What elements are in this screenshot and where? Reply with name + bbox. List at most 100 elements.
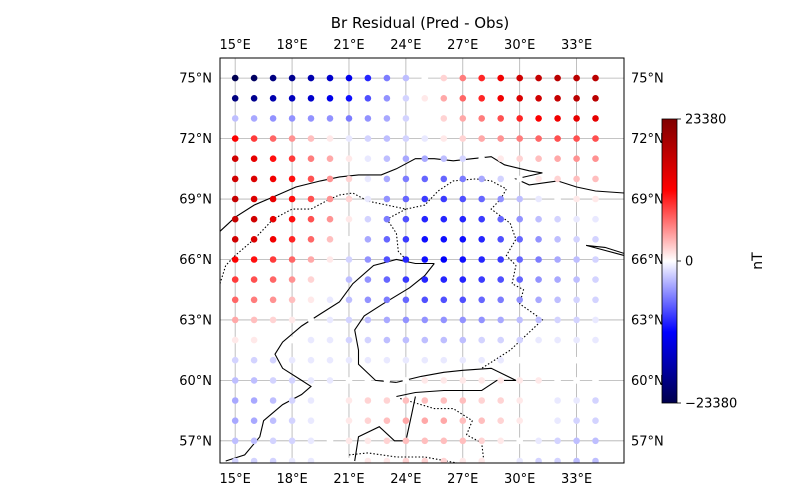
data-point-62n-29e [497, 336, 505, 344]
data-point-58n-20e [326, 417, 334, 425]
data-point-74n-15e [231, 95, 239, 102]
data-point-75n-17e [269, 74, 277, 82]
data-point-59n-17e [269, 397, 277, 404]
residual-points [231, 74, 599, 463]
data-point-73n-15e [231, 115, 239, 122]
data-point-68n-32e [554, 215, 561, 223]
data-point-59n-20e [326, 397, 334, 404]
coastline-estonia [354, 396, 416, 462]
data-point-70n-32e [554, 175, 561, 183]
data-point-71n-16e [250, 155, 258, 162]
data-point-72n-17e [269, 135, 277, 142]
x-tick-bottom-6: 33°E [561, 472, 592, 487]
data-point-74n-32e [554, 95, 561, 102]
data-point-66n-34e [592, 256, 599, 263]
data-point-63n-20e [326, 316, 334, 324]
data-point-72n-15e [231, 135, 239, 142]
data-point-67n-30e [516, 236, 523, 243]
data-point-58n-27e [459, 417, 467, 425]
data-point-73n-30e [516, 115, 523, 122]
data-point-66n-31e [535, 256, 542, 263]
data-point-57n-21e [345, 437, 353, 445]
data-point-60n-30e [516, 377, 523, 384]
data-point-71n-19e [307, 155, 315, 162]
y-tick-left-4: 69°N [179, 193, 212, 208]
data-point-61n-20e [326, 356, 334, 364]
data-point-60n-22e [364, 377, 372, 384]
data-point-59n-25e [421, 397, 429, 404]
colorbar-label: nT [750, 252, 766, 270]
data-point-73n-27e [459, 115, 467, 122]
data-point-67n-21e [345, 236, 353, 243]
data-point-59n-23e [383, 397, 391, 404]
data-point-62n-24e [402, 336, 410, 344]
data-point-59n-19e [307, 397, 315, 404]
data-point-65n-32e [554, 276, 561, 283]
data-point-60n-26e [440, 377, 448, 384]
data-point-61n-29e [497, 356, 505, 364]
data-point-59n-21e [345, 397, 353, 404]
data-point-72n-26e [440, 135, 448, 142]
data-point-56n-17e [269, 457, 277, 463]
y-tick-right-4: 69°N [631, 193, 664, 208]
data-point-70n-31e [535, 175, 542, 183]
data-point-71n-34e [592, 155, 599, 162]
data-point-62n-30e [516, 336, 523, 344]
data-point-75n-29e [497, 74, 505, 82]
data-point-61n-32e [554, 356, 561, 364]
data-point-71n-20e [326, 155, 334, 162]
x-tick-labels-top: 15°E 18°E 21°E 24°E 27°E 30°E 33°E [220, 38, 593, 53]
data-point-59n-27e [459, 397, 467, 404]
data-point-73n-32e [554, 115, 561, 122]
data-point-65n-27e [459, 276, 467, 283]
data-point-57n-26e [440, 437, 448, 445]
data-point-73n-17e [269, 115, 277, 122]
data-point-62n-21e [345, 336, 353, 344]
data-point-70n-26e [440, 175, 448, 183]
data-point-68n-15e [231, 215, 239, 223]
data-point-68n-22e [364, 215, 372, 223]
data-point-63n-30e [516, 316, 523, 324]
x-tick-top-4: 27°E [447, 38, 478, 53]
data-point-64n-25e [421, 296, 429, 304]
data-point-60n-15e [231, 377, 239, 384]
data-point-62n-28e [478, 336, 486, 344]
y-tick-labels-right: 57°N 60°N 63°N 66°N 69°N 72°N 75°N [631, 72, 664, 450]
data-point-72n-30e [516, 135, 523, 142]
data-point-62n-26e [440, 336, 448, 344]
data-point-74n-27e [459, 95, 467, 102]
data-point-60n-29e [497, 377, 505, 384]
y-tick-right-2: 63°N [631, 313, 664, 328]
data-point-63n-17e [269, 316, 277, 324]
data-point-63n-23e [383, 316, 391, 324]
data-point-75n-30e [516, 74, 523, 82]
data-point-63n-18e [288, 316, 296, 324]
data-point-63n-26e [440, 316, 448, 324]
data-point-62n-34e [592, 336, 599, 344]
data-point-58n-30e [516, 417, 523, 425]
data-point-57n-34e [592, 437, 599, 445]
data-point-61n-27e [459, 356, 467, 364]
x-tick-top-0: 15°E [220, 38, 251, 53]
data-point-72n-25e [421, 135, 429, 142]
data-point-57n-28e [478, 437, 486, 445]
data-point-69n-27e [459, 195, 467, 203]
data-point-70n-17e [269, 175, 277, 183]
data-point-58n-21e [345, 417, 353, 425]
data-point-69n-21e [345, 195, 353, 203]
data-point-67n-29e [497, 236, 505, 243]
data-point-70n-22e [364, 175, 372, 183]
data-point-66n-29e [497, 256, 505, 263]
data-point-74n-29e [497, 95, 505, 102]
data-point-56n-22e [364, 457, 372, 463]
data-point-67n-28e [478, 236, 486, 243]
data-point-67n-27e [459, 236, 467, 243]
data-point-65n-31e [535, 276, 542, 283]
border-sweden-finland [386, 208, 411, 264]
data-point-56n-30e [516, 457, 523, 463]
data-point-71n-32e [554, 155, 561, 162]
data-point-56n-24e [402, 457, 410, 463]
data-point-65n-15e [231, 276, 239, 283]
data-point-61n-19e [307, 356, 315, 364]
colorbar-tick-label-0: 23380 [685, 113, 726, 128]
